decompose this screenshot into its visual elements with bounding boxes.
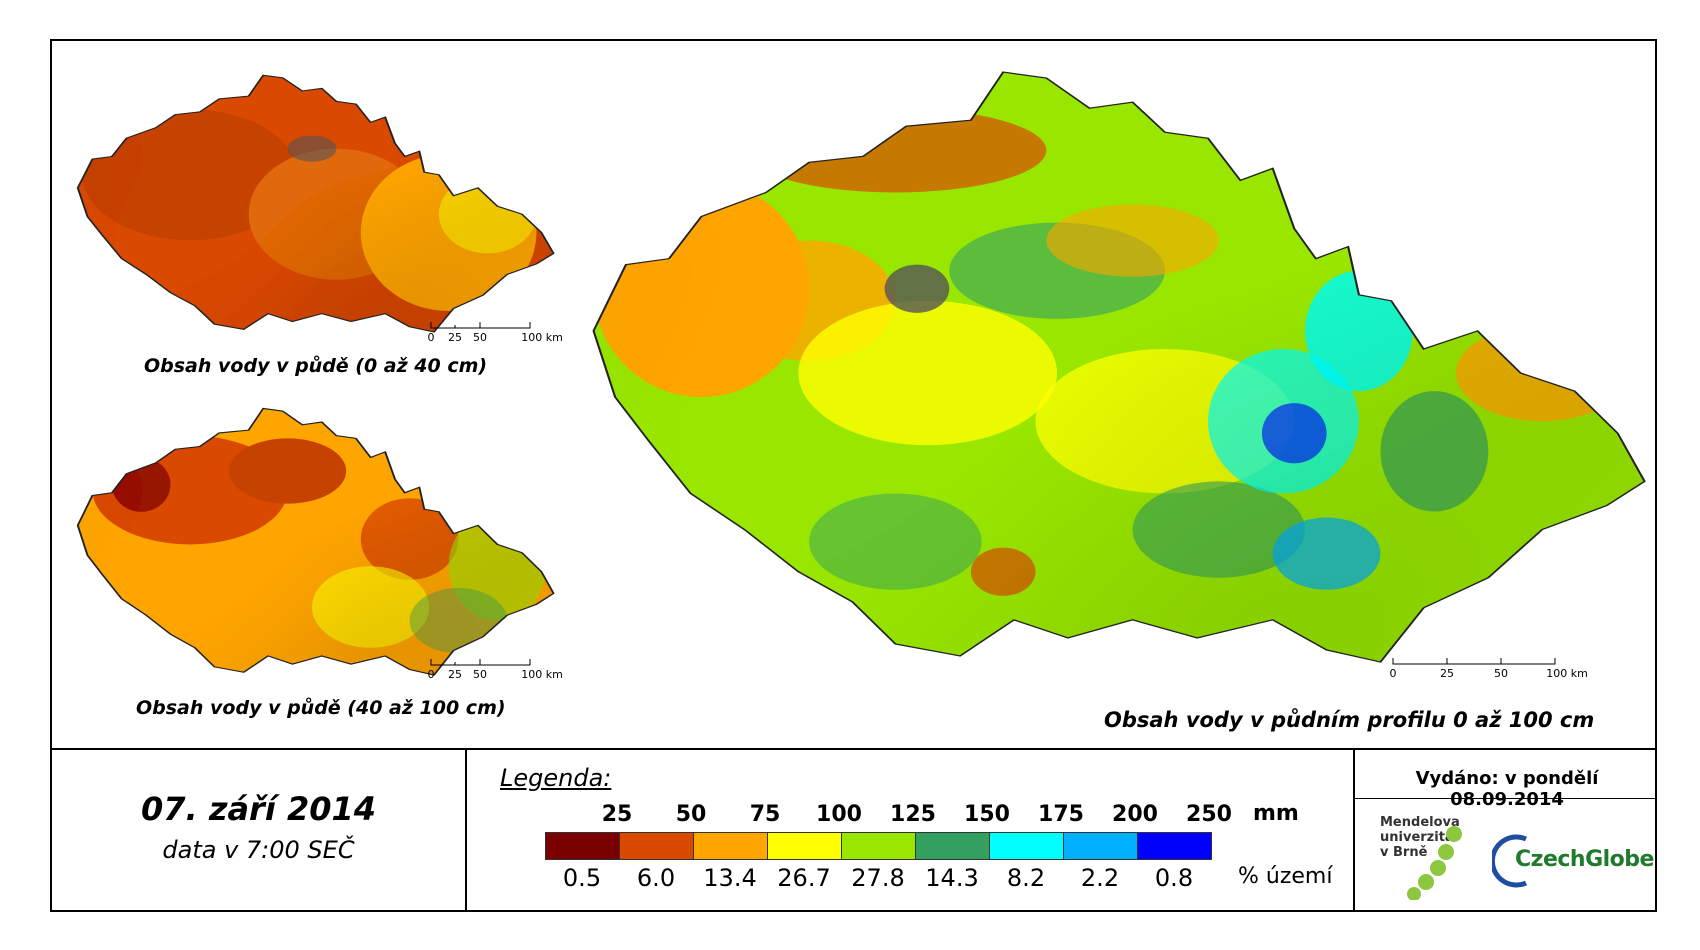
legend-color-box <box>1063 832 1138 860</box>
scale-label: 100 km <box>521 331 563 344</box>
czechglobe-logo-icon <box>1492 834 1527 888</box>
legend-color-box <box>1137 832 1212 860</box>
legend-threshold-label: 150 <box>964 802 1010 827</box>
mendel-line: Mendelova <box>1380 815 1460 830</box>
legend-percent-label: 0.8 <box>1154 864 1194 892</box>
mendel-logo-dots-icon <box>1407 826 1462 900</box>
figure-frame <box>50 39 1657 912</box>
legend-threshold-label: 200 <box>1112 802 1158 827</box>
legend-percent-label: 27.8 <box>851 864 905 892</box>
legend-percent-label: 0.5 <box>562 864 602 892</box>
legend-threshold-label: 175 <box>1038 802 1084 827</box>
mendel-university-logo-text: Mendelova univerzita v Brně <box>1380 815 1460 860</box>
date-panel-divider <box>465 748 467 912</box>
scale-label: 50 <box>473 668 487 681</box>
scale-label: 0 <box>427 668 435 681</box>
scale-bar-bottom: 0 25 50 100 km <box>427 659 563 681</box>
legend-threshold-label: 50 <box>675 802 707 827</box>
map-caption-main: Obsah vody v půdním profilu 0 až 100 cm <box>1104 708 1595 732</box>
scale-bar-top: 0 25 50 100 km <box>427 322 563 344</box>
legend-unit-mm: mm <box>1253 801 1299 826</box>
legend-percent-label: 14.3 <box>925 864 979 892</box>
legend-color-box <box>767 832 842 860</box>
czechglobe-logo-text: CzechGlobe <box>1515 847 1654 872</box>
scale-label: 50 <box>1494 667 1508 680</box>
legend-percent-label: 6.0 <box>636 864 676 892</box>
legend-unit-percent: % území <box>1238 864 1333 889</box>
map-caption-0-40cm: Obsah vody v půdě (0 až 40 cm) <box>144 355 488 377</box>
soil-map-40-100cm <box>68 403 556 675</box>
issued-divider <box>1353 798 1657 799</box>
scale-label: 25 <box>448 668 462 681</box>
date-title: 07. září 2014 <box>141 790 376 828</box>
scale-label: 25 <box>1440 667 1454 680</box>
legend-color-box <box>915 832 990 860</box>
legend-color-box <box>841 832 916 860</box>
legend-color-box <box>545 832 620 860</box>
legend-percent-label: 13.4 <box>703 864 757 892</box>
legend-color-box <box>989 832 1064 860</box>
legend-color-box <box>619 832 694 860</box>
issued-date: Vydáno: v pondělí 08.09.2014 <box>1415 768 1599 810</box>
footer-divider <box>50 748 1657 750</box>
scale-bar-main: 0 25 50 100 km <box>1389 658 1588 680</box>
legend-threshold-label: 250 <box>1186 802 1232 827</box>
scale-label: 0 <box>427 331 435 344</box>
scale-label: 100 km <box>521 668 563 681</box>
date-subtitle: data v 7:00 SEČ <box>162 836 355 864</box>
scale-label: 25 <box>448 331 462 344</box>
scale-label: 100 km <box>1546 667 1588 680</box>
legend-percent-label: 26.7 <box>777 864 831 892</box>
issued-panel-divider <box>1353 748 1355 912</box>
scale-label: 0 <box>1389 667 1397 680</box>
legend-color-box <box>693 832 768 860</box>
legend-threshold-label: 125 <box>890 802 936 827</box>
mendel-line: v Brně <box>1380 845 1428 860</box>
soil-map-0-40cm <box>68 70 556 332</box>
map-caption-40-100cm: Obsah vody v půdě (40 až 100 cm) <box>136 697 506 719</box>
mendel-line: univerzita <box>1380 830 1454 845</box>
soil-map-profile-0-100cm <box>572 60 1650 662</box>
legend-threshold-label: 100 <box>816 802 862 827</box>
legend-percent-label: 8.2 <box>1006 864 1046 892</box>
legend-percent-label: 2.2 <box>1080 864 1120 892</box>
legend-title: Legenda: <box>500 764 612 792</box>
scale-label: 50 <box>473 331 487 344</box>
legend-threshold-label: 75 <box>749 802 781 827</box>
legend-threshold-label: 25 <box>601 802 633 827</box>
